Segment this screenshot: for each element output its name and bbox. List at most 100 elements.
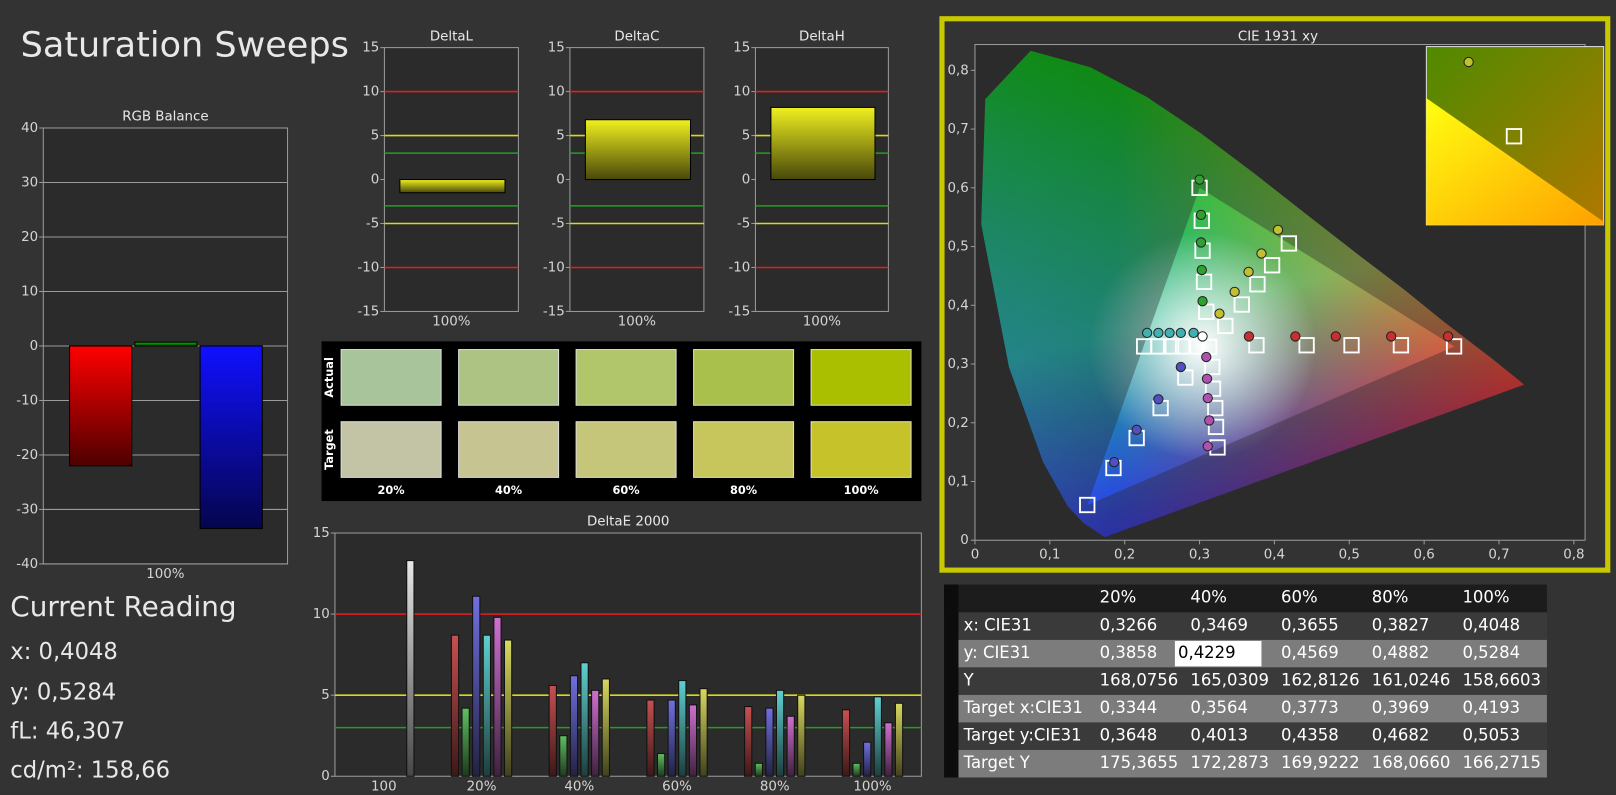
table-cell: 0,3858 [1100, 643, 1158, 662]
bar [754, 762, 763, 777]
swatch-column-label: 80% [730, 483, 757, 497]
y-tick-label: -5 [551, 216, 564, 231]
y-tick-label: -5 [366, 216, 379, 231]
table-row [958, 722, 1547, 750]
y-tick-label: 5 [371, 129, 380, 144]
bar [775, 689, 785, 777]
measured-point [1201, 351, 1212, 363]
target-point [1392, 337, 1410, 354]
color-swatch [458, 349, 560, 406]
color-swatch [458, 421, 560, 478]
table-cell: 169,9222 [1281, 753, 1360, 772]
measured-point [1272, 224, 1284, 236]
bar [688, 704, 698, 777]
bar [406, 560, 415, 777]
chart-title: DeltaL [430, 29, 474, 44]
bar [601, 678, 610, 777]
color-swatch [810, 421, 912, 478]
target-point [1248, 337, 1265, 354]
table-cell: 0,3969 [1372, 698, 1430, 717]
row-label: x: CIE31 [964, 616, 1032, 635]
bar [863, 741, 872, 777]
table-cell: 0,4882 [1372, 643, 1430, 662]
swatch-column-label: 20% [378, 483, 405, 497]
y-tick-label: 5 [742, 129, 751, 144]
table-row [958, 667, 1547, 695]
target-point [1207, 418, 1225, 436]
bar [852, 762, 861, 777]
bar [559, 735, 568, 777]
table-cell: 162,8126 [1281, 671, 1360, 690]
x-tick-label: 100% [432, 315, 470, 330]
y-tick-label: 40 [21, 121, 38, 136]
row-label: Y [963, 671, 975, 690]
measured-point [1201, 373, 1213, 384]
table-cell: 158,6603 [1462, 671, 1541, 690]
reading-line: y: 0,5284 [10, 679, 116, 705]
bar [580, 662, 589, 777]
y-tick-label: 0 [556, 173, 565, 188]
bar [765, 707, 774, 777]
bar [591, 689, 600, 777]
target-point [1174, 338, 1192, 355]
swatch-column-label: 60% [613, 483, 640, 497]
table-cell: 161,0246 [1372, 671, 1451, 690]
chart-title: DeltaH [799, 29, 845, 44]
column-header: 100% [1462, 587, 1509, 606]
table-cell: 0,5284 [1462, 643, 1520, 662]
table-cell: 0,3564 [1190, 698, 1248, 717]
measured-point [1164, 327, 1175, 339]
zoom-inset [1425, 46, 1605, 226]
y-tick-label: -40 [16, 557, 38, 572]
table-cell: 165,0309 [1190, 671, 1269, 690]
y-tick-label: -10 [543, 260, 565, 275]
target-point [1162, 338, 1180, 355]
bar [482, 634, 491, 777]
measured-point [1141, 327, 1153, 339]
measured-point [1290, 331, 1301, 342]
target-point [1204, 358, 1221, 376]
measured-point [1197, 331, 1208, 342]
row-label: Target x:CIE31 [963, 698, 1083, 717]
page-title: Saturation Sweeps [21, 25, 349, 66]
y-tick-label: 0 [960, 533, 969, 548]
color-swatch [340, 421, 442, 478]
measured-point [1188, 327, 1199, 339]
bar [584, 119, 692, 181]
table-cell: 0,3655 [1281, 616, 1339, 635]
bar [503, 639, 513, 777]
y-tick-label: 10 [362, 85, 379, 100]
bar [134, 341, 198, 347]
measured-point [1131, 424, 1142, 435]
bar [461, 707, 470, 777]
target-point [1217, 317, 1234, 335]
row-label: Target Y [963, 753, 1031, 772]
bar [569, 675, 579, 777]
x-tick-label: 0,5 [1339, 548, 1360, 563]
bar [786, 715, 795, 777]
y-tick-label: 10 [548, 85, 565, 100]
bar [199, 345, 263, 530]
x-tick-label: 0,4 [1264, 548, 1285, 563]
x-tick-label: 60% [662, 780, 692, 795]
table-cell: 0,3469 [1190, 616, 1248, 635]
color-swatch [575, 421, 677, 478]
y-tick-label: 0,1 [947, 475, 968, 490]
swatch-column-label: 100% [844, 483, 879, 497]
target-point [1263, 257, 1281, 274]
chart-title: DeltaE 2000 [587, 515, 669, 530]
y-tick-label: -10 [728, 260, 750, 275]
y-tick-label: 0,2 [947, 416, 968, 431]
y-tick-label: -5 [737, 216, 750, 231]
bar [656, 753, 666, 777]
bar [493, 616, 502, 777]
reading-title: Current Reading [10, 590, 236, 623]
chart-title: DeltaC [614, 29, 659, 44]
bar [667, 699, 676, 777]
bar [472, 595, 481, 777]
measured-point [1153, 394, 1164, 405]
y-tick-label: 0 [742, 173, 751, 188]
table-cell: 0,4229 [1178, 643, 1236, 662]
bar [69, 345, 133, 467]
